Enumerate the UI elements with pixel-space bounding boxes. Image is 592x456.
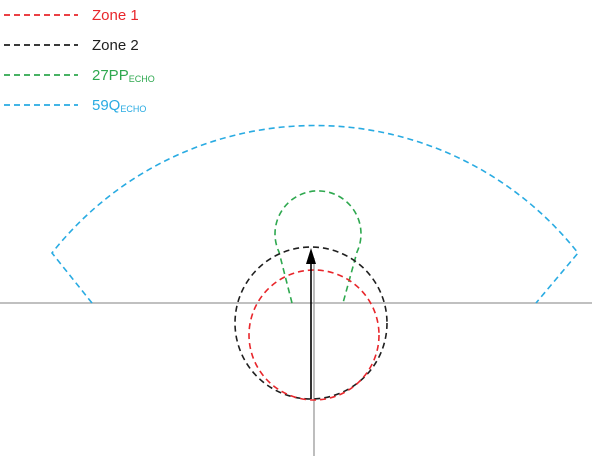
legend-swatch-zone-1 [4, 14, 78, 16]
legend-label-27pp-echo: 27PPECHO [92, 67, 155, 84]
legend-item-59q-echo: 59QECHO [0, 95, 146, 115]
legend-label-59q-echo: 59QECHO [92, 97, 146, 114]
legend-label-59q-echo-main: 59Q [92, 96, 121, 114]
legend-swatch-27pp-echo [4, 74, 78, 76]
59q-echo-boundary [50, 124, 580, 304]
legend-item-27pp-echo: 27PPECHO [0, 65, 155, 85]
legend-label-27pp-echo-sub: ECHO [128, 73, 155, 84]
legend-item-zone-1: Zone 1 [0, 5, 139, 25]
legend-swatch-zone-2 [4, 44, 78, 46]
legend-label-27pp-echo-main: 27PP [92, 66, 129, 84]
legend-item-zone-2: Zone 2 [0, 35, 139, 55]
zone-1-circle [248, 269, 380, 401]
legend-swatch-59q-echo [4, 104, 78, 106]
arrow-head [306, 248, 316, 264]
legend-label-59q-echo-sub: ECHO [120, 103, 147, 114]
legend-label-zone-1: Zone 1 [92, 6, 139, 24]
legend-label-zone-2: Zone 2 [92, 36, 139, 54]
27pp-echo-boundary [274, 190, 362, 304]
zone-2-circle [234, 246, 388, 400]
